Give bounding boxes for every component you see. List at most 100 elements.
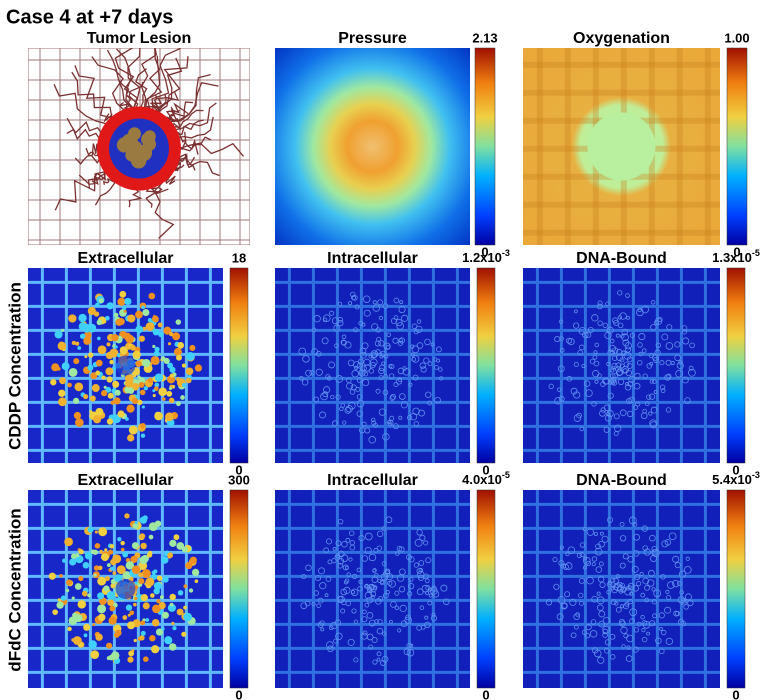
- cell: [625, 346, 632, 353]
- cell: [578, 327, 587, 335]
- cell: [329, 310, 335, 316]
- cell: [335, 632, 343, 640]
- hotspot: [158, 387, 168, 397]
- cell: [319, 411, 327, 419]
- hotspot: [68, 314, 77, 323]
- hotspot: [75, 553, 80, 558]
- cell: [330, 394, 335, 400]
- vessel: [74, 65, 114, 119]
- cell: [626, 362, 633, 369]
- hotspot: [70, 553, 77, 560]
- hotspot: [151, 315, 159, 323]
- cell: [316, 603, 321, 609]
- cell: [383, 353, 389, 359]
- cell: [665, 407, 672, 413]
- cell: [679, 590, 684, 595]
- cell: [659, 384, 666, 390]
- hotspot: [125, 561, 135, 570]
- cell: [597, 320, 603, 326]
- hotspot: [146, 552, 153, 558]
- cell: [439, 376, 444, 381]
- cell: [408, 576, 414, 582]
- colorbar-max-base: 4.0x10: [462, 472, 502, 487]
- cell: [313, 396, 319, 403]
- hotspot: [165, 412, 174, 422]
- panel: DNA-Bound 1.3x10-5 0: [523, 248, 760, 477]
- hotspot: [106, 376, 113, 383]
- hotspot: [79, 333, 86, 339]
- cell: [687, 599, 694, 607]
- hotspot: [176, 542, 185, 550]
- colorbar-max: 300: [228, 472, 250, 487]
- cell: [567, 338, 575, 346]
- cell: [379, 354, 384, 359]
- hotspot: [59, 574, 63, 578]
- cell: [597, 373, 602, 379]
- cell: [321, 337, 329, 345]
- cell: [609, 338, 615, 344]
- cell: [598, 540, 605, 548]
- cell: [431, 585, 437, 591]
- hotspot: [87, 526, 94, 533]
- cell: [629, 608, 638, 617]
- hotspot: [177, 590, 184, 596]
- cell: [649, 534, 656, 542]
- hotspot: [74, 583, 82, 590]
- hotspot: [161, 627, 165, 631]
- cell: [412, 407, 420, 416]
- hotspot: [158, 331, 164, 338]
- cell: [611, 365, 616, 370]
- colorbar-min: 0: [481, 244, 488, 259]
- cell: [364, 591, 373, 600]
- cell: [598, 610, 606, 618]
- cell: [376, 657, 381, 662]
- hotspot: [173, 534, 180, 541]
- cell: [320, 392, 328, 401]
- cell: [592, 370, 600, 378]
- cell: [414, 538, 423, 547]
- cell: [606, 581, 613, 588]
- center: [115, 579, 136, 599]
- cell: [653, 390, 658, 394]
- hotspot: [98, 613, 106, 622]
- hotspot: [71, 340, 76, 346]
- cell: [611, 355, 618, 361]
- cell: [681, 599, 687, 606]
- cell: [356, 567, 362, 573]
- cell: [389, 395, 395, 401]
- cell: [353, 361, 361, 369]
- cell: [438, 367, 443, 372]
- hotspot: [175, 319, 182, 325]
- cell: [364, 546, 372, 555]
- hotspot: [148, 534, 154, 540]
- hotspot: [139, 635, 145, 641]
- cell: [402, 366, 407, 371]
- hotspot: [78, 549, 84, 555]
- hotspot: [111, 334, 119, 342]
- cell: [351, 295, 357, 301]
- cell: [576, 552, 583, 559]
- cell: [383, 342, 391, 350]
- colorbar-max-base: 1.3x10: [712, 250, 752, 265]
- hotspot: [120, 547, 125, 552]
- cell: [434, 364, 439, 370]
- cell: [427, 361, 433, 367]
- cell: [559, 336, 564, 341]
- cell: [398, 586, 406, 593]
- cell: [376, 336, 382, 342]
- cell: [364, 532, 373, 541]
- panel: Extracellular 18 0: [28, 250, 249, 477]
- hotspot: [169, 331, 174, 337]
- cell: [661, 540, 669, 548]
- cell: [366, 633, 374, 641]
- vessel: [106, 49, 133, 110]
- cell: [337, 518, 344, 525]
- vessel: [74, 154, 101, 165]
- cell: [581, 363, 586, 369]
- cell: [432, 590, 440, 598]
- cell: [324, 593, 329, 598]
- cell: [419, 534, 426, 541]
- vessel: [172, 109, 204, 129]
- cell: [641, 348, 647, 354]
- hotspot: [120, 540, 125, 546]
